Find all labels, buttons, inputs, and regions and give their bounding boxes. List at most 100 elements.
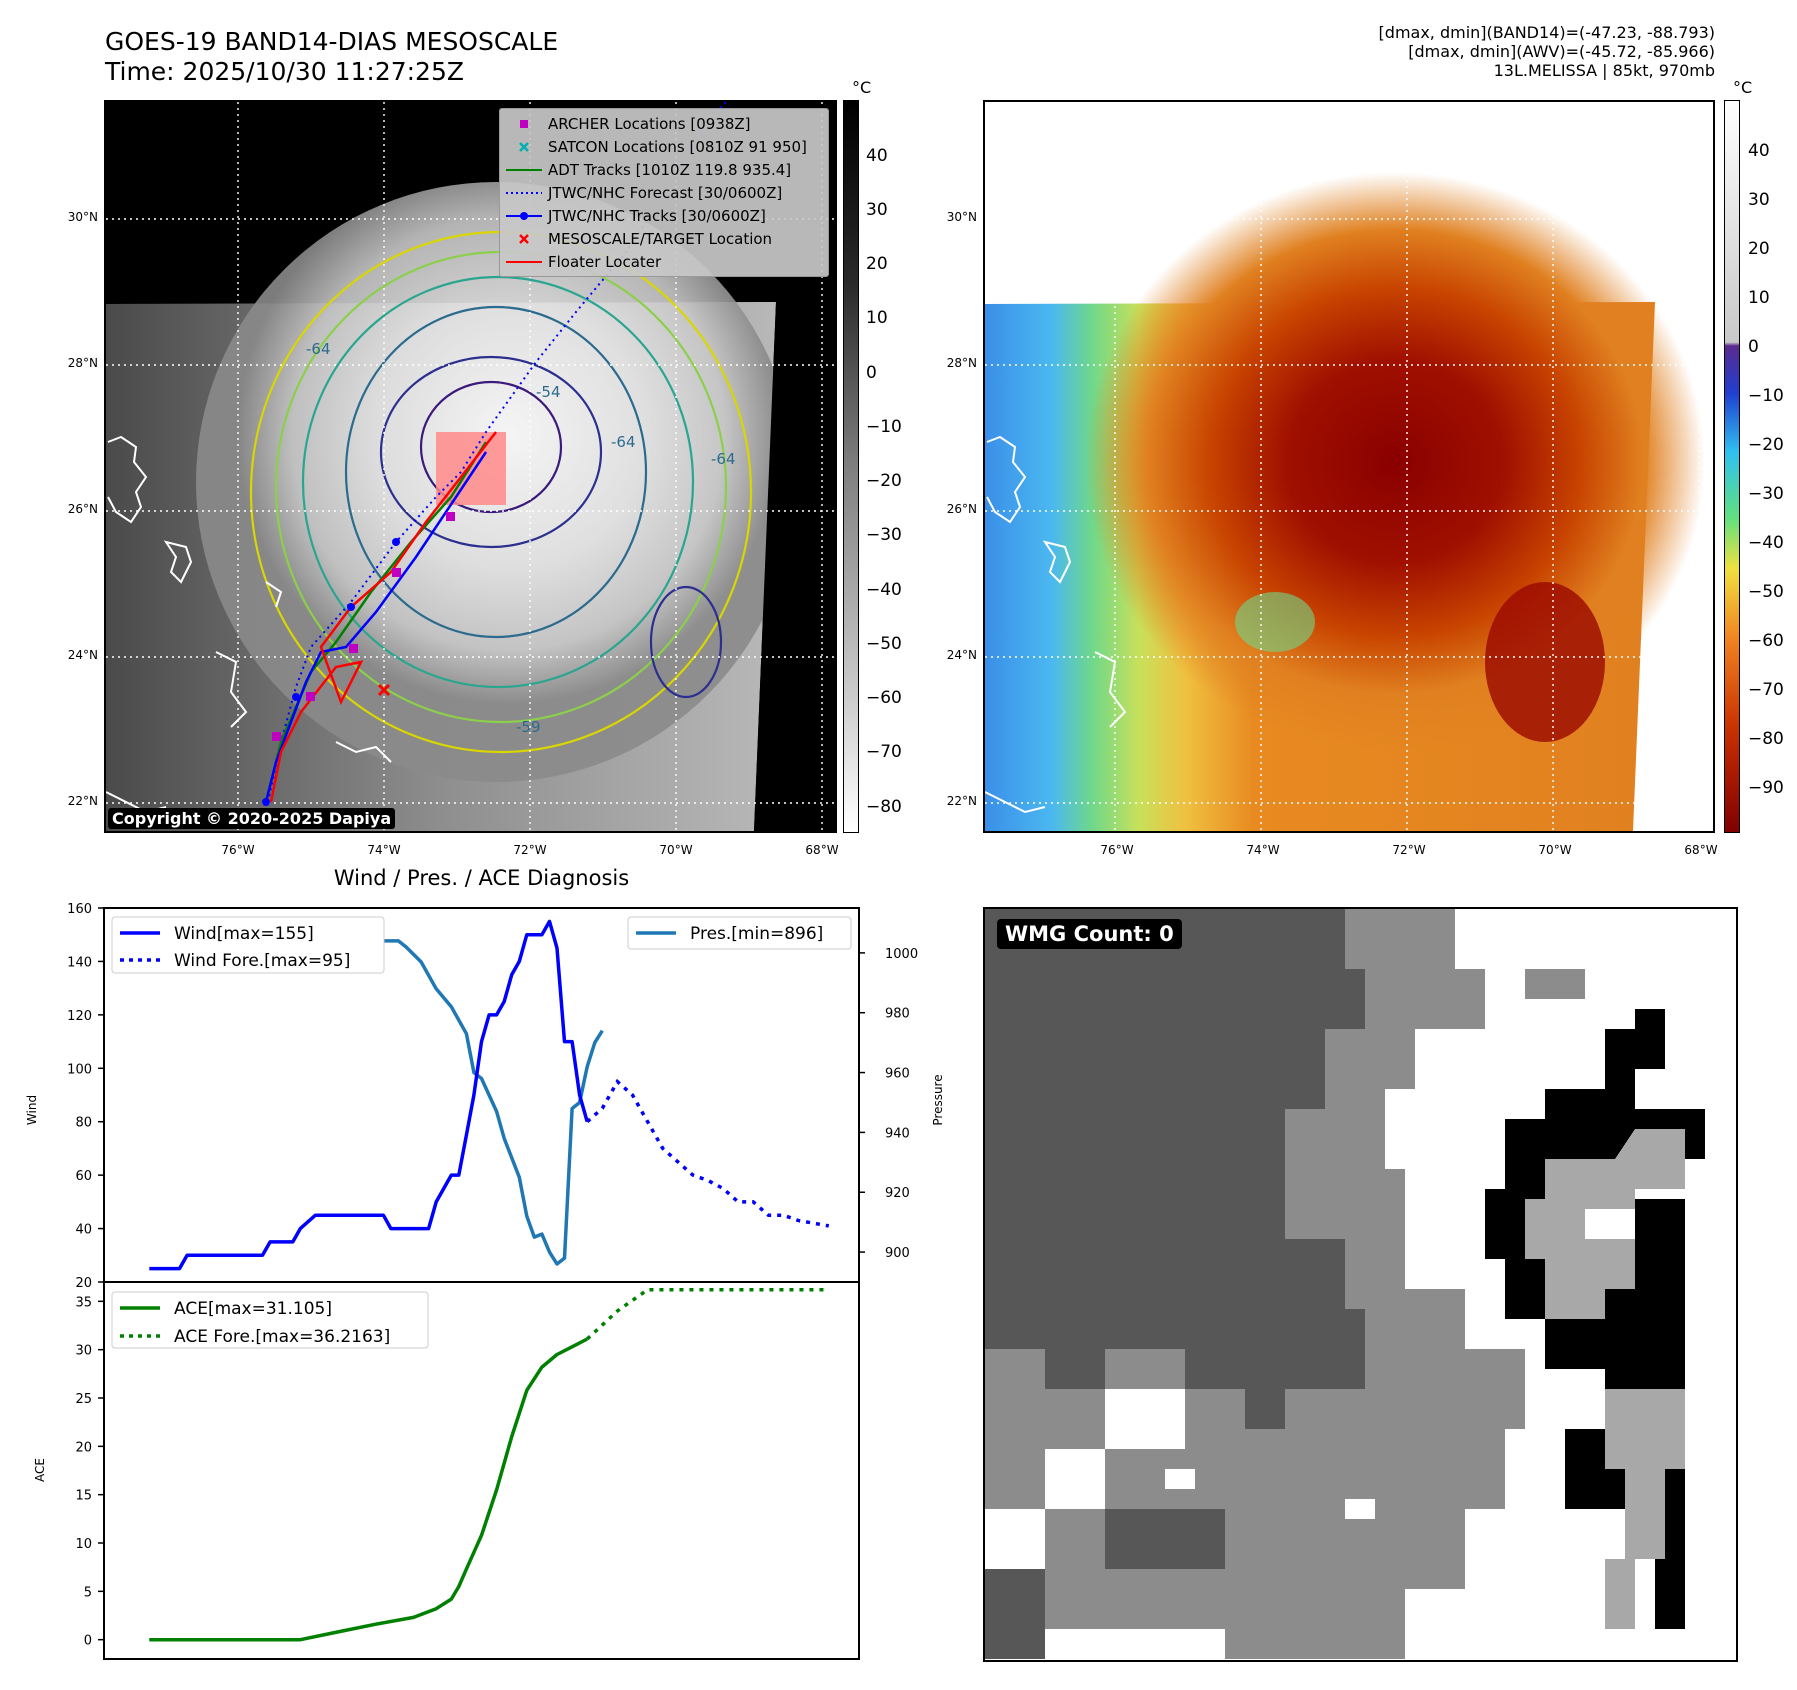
wmg-dark-patch [985, 1569, 1045, 1659]
colorbar-tick: −40 [1748, 533, 1784, 553]
coastline-island [335, 741, 392, 763]
pressure-tick-label: 940 [885, 1126, 910, 1141]
wmg-medium-patch [1225, 1569, 1405, 1659]
lat-label: 30°N [67, 210, 98, 224]
ace-series [149, 1287, 829, 1642]
colorbar-tick: −20 [1748, 435, 1784, 455]
ace-tick-label: 0 [84, 1634, 92, 1649]
lon-label: 70°W [1538, 843, 1572, 857]
adt-track [264, 441, 488, 803]
wmg-medium-region-west [985, 1349, 1185, 1509]
colorbar-tick: −60 [1748, 631, 1784, 651]
legend-label: Floater Locater [548, 252, 662, 271]
ace-axis-label: ACE [33, 1458, 47, 1482]
enhanced-map-canvas [985, 102, 1713, 831]
legend-label: MESOSCALE/TARGET Location [548, 229, 773, 248]
wind-tick-label: 40 [75, 1223, 92, 1238]
lat-label: 22°N [67, 794, 98, 808]
lon-label: 72°W [513, 843, 547, 857]
lat-label: 24°N [946, 648, 977, 662]
wmg-white-patch [1165, 1469, 1195, 1489]
copyright-label: Copyright © 2020-2025 Dapiya [108, 808, 396, 829]
lon-label: 76°W [1100, 843, 1134, 857]
legend-label: ACE Fore.[max=36.2163] [174, 1327, 390, 1347]
colorbar-tick: −80 [866, 797, 902, 817]
legend-label: ACE[max=31.105] [174, 1299, 332, 1319]
jtwc-track [264, 451, 488, 803]
lat-label: 22°N [946, 794, 977, 808]
enhanced-colorbar [1724, 100, 1740, 833]
legend-item-archer: ARCHER Locations [0938Z] [500, 112, 828, 135]
colorbar-tick: −70 [866, 742, 902, 762]
pressure-legend: Pres.[min=896] [627, 916, 852, 950]
lon-label: 74°W [367, 843, 401, 857]
contour-cold-east [649, 585, 723, 699]
legend-label: ADT Tracks [1010Z 119.8 935.4] [548, 160, 792, 179]
lat-label: 28°N [67, 356, 98, 370]
contour-cold1 [344, 305, 648, 639]
colorbar-tick: −40 [866, 580, 902, 600]
ace-axes [103, 1281, 860, 1660]
colorbar-tick: −50 [866, 634, 902, 654]
pressure-axis-label: Pressure [931, 1074, 945, 1125]
temperature-contours [249, 230, 753, 754]
colorbar-tick: −10 [1748, 386, 1784, 406]
legend-label: Wind[max=155] [174, 924, 314, 944]
contour-label: -64 [611, 433, 636, 451]
pressure-tick-label: 960 [885, 1067, 910, 1082]
colorbar-tick: −50 [1748, 582, 1784, 602]
colorbar-tick: −70 [1748, 680, 1784, 700]
legend-label: Pres.[min=896] [690, 924, 823, 944]
wind-tick-label: 100 [67, 1062, 92, 1077]
colorbar-tick: 30 [866, 200, 888, 220]
colorbar-tick: 0 [1748, 337, 1759, 357]
lat-label: 30°N [946, 210, 977, 224]
ace-tick-label: 20 [75, 1440, 92, 1455]
wmg-light-region-south [1605, 1389, 1685, 1629]
wind-line [149, 919, 589, 1271]
wmg-medium-patch [1525, 969, 1585, 999]
enhanced-map-grid [985, 102, 1713, 831]
ace-tick-label: 30 [75, 1344, 92, 1359]
contour-label: -64 [711, 450, 736, 468]
lat-label: 24°N [67, 648, 98, 662]
legend-item-jtwc-tracks: JTWC/NHC Tracks [30/0600Z] [500, 204, 828, 227]
colorbar-tick: −60 [866, 688, 902, 708]
storm-info: 13L.MELISSA | 85kt, 970mb [1493, 61, 1715, 80]
contour-mid2 [301, 275, 695, 689]
ace-tick-label: 5 [84, 1585, 92, 1600]
contour-cold2 [379, 355, 603, 549]
contour-label: -64 [306, 340, 331, 358]
enhanced-colorbar-unit: °C [1733, 78, 1753, 97]
contour-labels: -64 -54 -64 -64 -59 [306, 340, 736, 736]
wind-tick-label: 120 [67, 1009, 92, 1024]
legend-label: JTWC/NHC Forecast [30/0600Z] [548, 183, 783, 202]
ace-tick-label: 15 [75, 1489, 92, 1504]
legend-item-floater: Floater Locater [500, 250, 828, 273]
coastline-island [215, 651, 248, 728]
enhanced-ir-map [983, 100, 1715, 833]
chart-title: GOES-19 BAND14-DIAS MESOSCALE [105, 27, 559, 56]
lat-label: 26°N [67, 502, 98, 516]
wmg-dark-region [985, 909, 1365, 1429]
wmg-white-patch [1345, 1499, 1375, 1519]
info-block: [dmax, dmin](BAND14)=(-47.23, -88.793) [… [1115, 23, 1715, 80]
pressure-tick-label: 900 [885, 1246, 910, 1261]
ace-tick-label: 35 [75, 1295, 92, 1310]
colorbar-tick: 30 [1748, 190, 1770, 210]
diagnosis-title: Wind / Pres. / ACE Diagnosis [333, 866, 630, 890]
jtwc-track-points [262, 538, 400, 806]
pressure-tick-label: 920 [885, 1186, 910, 1201]
legend-label: ARCHER Locations [0938Z] [548, 114, 751, 133]
colorbar-tick: 40 [866, 146, 888, 166]
colorbar-tick: 20 [1748, 239, 1770, 259]
awv-range: [dmax, dmin](AWV)=(-45.72, -85.966) [1408, 42, 1715, 61]
legend-item-jtwc-forecast: JTWC/NHC Forecast [30/0600Z] [500, 181, 828, 204]
legend-label: SATCON Locations [0810Z 91 950] [548, 137, 807, 156]
ace-tick-label: 10 [75, 1537, 92, 1552]
wmg-canvas [985, 909, 1705, 1659]
wind-tick-label: 20 [75, 1276, 92, 1291]
colorbar-tick: 40 [1748, 141, 1770, 161]
mesoscale-target-marker [377, 683, 391, 697]
contour-label: -54 [536, 383, 561, 401]
